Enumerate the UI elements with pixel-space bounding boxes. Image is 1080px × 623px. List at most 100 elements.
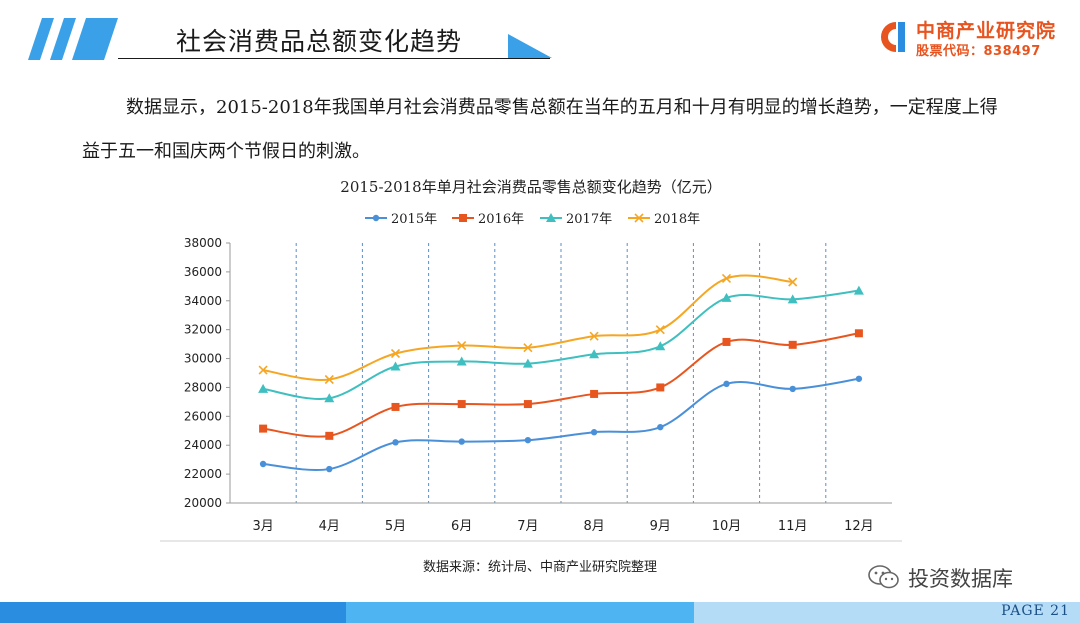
y-tick-label: 28000 [184, 380, 222, 394]
x-tick-label: 3月 [252, 519, 273, 534]
chart-grid [229, 243, 892, 504]
y-tick-label: 34000 [184, 294, 222, 308]
data-point [789, 385, 796, 393]
data-point [258, 365, 268, 375]
y-tick-label: 20000 [184, 496, 222, 510]
x-tick-label: 5月 [385, 519, 406, 534]
data-point [855, 375, 863, 382]
legend-label: 2018年 [654, 212, 700, 227]
data-point [522, 358, 533, 368]
x-tick-label: 7月 [517, 519, 538, 534]
logo-mark-icon [881, 22, 905, 52]
data-point [854, 329, 863, 338]
data-point [324, 374, 334, 385]
y-tick-label: 30000 [184, 352, 222, 366]
data-point [325, 431, 334, 440]
data-point [459, 214, 467, 222]
header-stripes [28, 18, 118, 60]
series-line [263, 377, 860, 471]
y-tick-label: 26000 [184, 409, 222, 423]
stock-code: 股票代码：838497 [916, 44, 1041, 59]
data-point [589, 331, 599, 341]
legend-label: 2016年 [478, 212, 524, 227]
data-point [787, 294, 798, 304]
y-tick-label: 24000 [184, 438, 222, 452]
x-axis: 3月 4月 5月 6月 7月 8月 9月 10月 11月 12月 [160, 519, 902, 542]
series-line [262, 289, 860, 400]
y-tick-label: 22000 [184, 467, 222, 481]
data-point [326, 465, 333, 473]
data-point [456, 356, 467, 366]
legend-item: 2015年 [365, 212, 437, 227]
page-number: PAGE 21 [1001, 603, 1070, 619]
data-point [722, 337, 731, 346]
company-logo: 中商产业研究院 股票代码：838497 [876, 16, 1066, 60]
legend-label: 2015年 [391, 212, 437, 227]
data-point [723, 380, 730, 388]
x-tick-label: 10月 [712, 519, 742, 534]
legend-item: 2018年 [628, 212, 700, 227]
data-point [372, 214, 380, 222]
data-point [657, 423, 664, 431]
wechat-account: 投资数据库 [868, 562, 1058, 592]
data-point [523, 400, 532, 409]
y-tick-label: 36000 [184, 265, 222, 279]
data-point [390, 361, 401, 371]
data-point [258, 383, 269, 393]
data-point [457, 340, 467, 351]
data-point [392, 439, 399, 446]
series-2017年 [258, 285, 864, 403]
chart-series [258, 273, 864, 473]
data-point [324, 393, 335, 403]
title-underline [118, 58, 550, 59]
data-point [590, 429, 598, 436]
title-triangle [508, 34, 552, 58]
series-2016年 [259, 329, 863, 440]
data-point [721, 273, 732, 283]
y-tick-label: 38000 [184, 236, 222, 250]
data-point [546, 213, 556, 222]
x-tick-label: 9月 [650, 519, 671, 534]
legend-item: 2017年 [540, 212, 612, 227]
legend-item: 2016年 [452, 212, 524, 227]
data-point [391, 402, 400, 411]
data-point [523, 343, 533, 353]
series-2015年 [259, 375, 863, 473]
footer-bar-middle [346, 602, 694, 623]
y-tick-label: 32000 [184, 323, 222, 337]
chart-legend: 2015年 2016年 2017年 2018年 [365, 212, 700, 227]
data-point [656, 383, 665, 392]
x-tick-label: 8月 [583, 519, 604, 534]
legend-label: 2017年 [566, 212, 612, 227]
wechat-account-name: 投资数据库 [908, 567, 1013, 591]
footer-bar-left [0, 602, 346, 623]
data-point [390, 348, 401, 359]
chart-title: 2015-2018年单月社会消费品零售总额变化趋势（亿元） [340, 178, 721, 196]
line-chart: 2015-2018年单月社会消费品零售总额变化趋势（亿元） 2015年 2016年… [160, 178, 902, 542]
data-point [259, 460, 267, 468]
x-tick-label: 4月 [319, 519, 340, 534]
data-point [259, 424, 268, 433]
data-point [590, 389, 599, 398]
page-title: 社会消费品总额变化趋势 [176, 27, 463, 56]
data-point [457, 400, 466, 409]
data-point [788, 340, 797, 349]
data-point [853, 285, 864, 295]
data-point [589, 349, 600, 359]
data-source: 数据来源：统计局、中商产业研究院整理 [422, 560, 657, 575]
footer-bar-right [694, 602, 1080, 623]
data-point [721, 292, 732, 302]
logo-name: 中商产业研究院 [916, 20, 1057, 42]
data-point [634, 213, 644, 223]
x-tick-label: 11月 [778, 519, 808, 534]
data-point [655, 325, 665, 335]
wechat-icon [868, 565, 899, 589]
data-point [788, 277, 798, 287]
data-point [655, 341, 666, 351]
y-axis: 20000 22000 24000 26000 28000 30000 32000 34000… [184, 236, 230, 510]
data-point [458, 438, 465, 445]
x-tick-label: 6月 [451, 519, 472, 534]
series-2018年 [258, 273, 798, 385]
summary-paragraph: 数据显示，2015-2018年我国单月社会消费品零售总额在当年的五月和十月有明显… [82, 97, 998, 162]
series-line [262, 332, 860, 438]
